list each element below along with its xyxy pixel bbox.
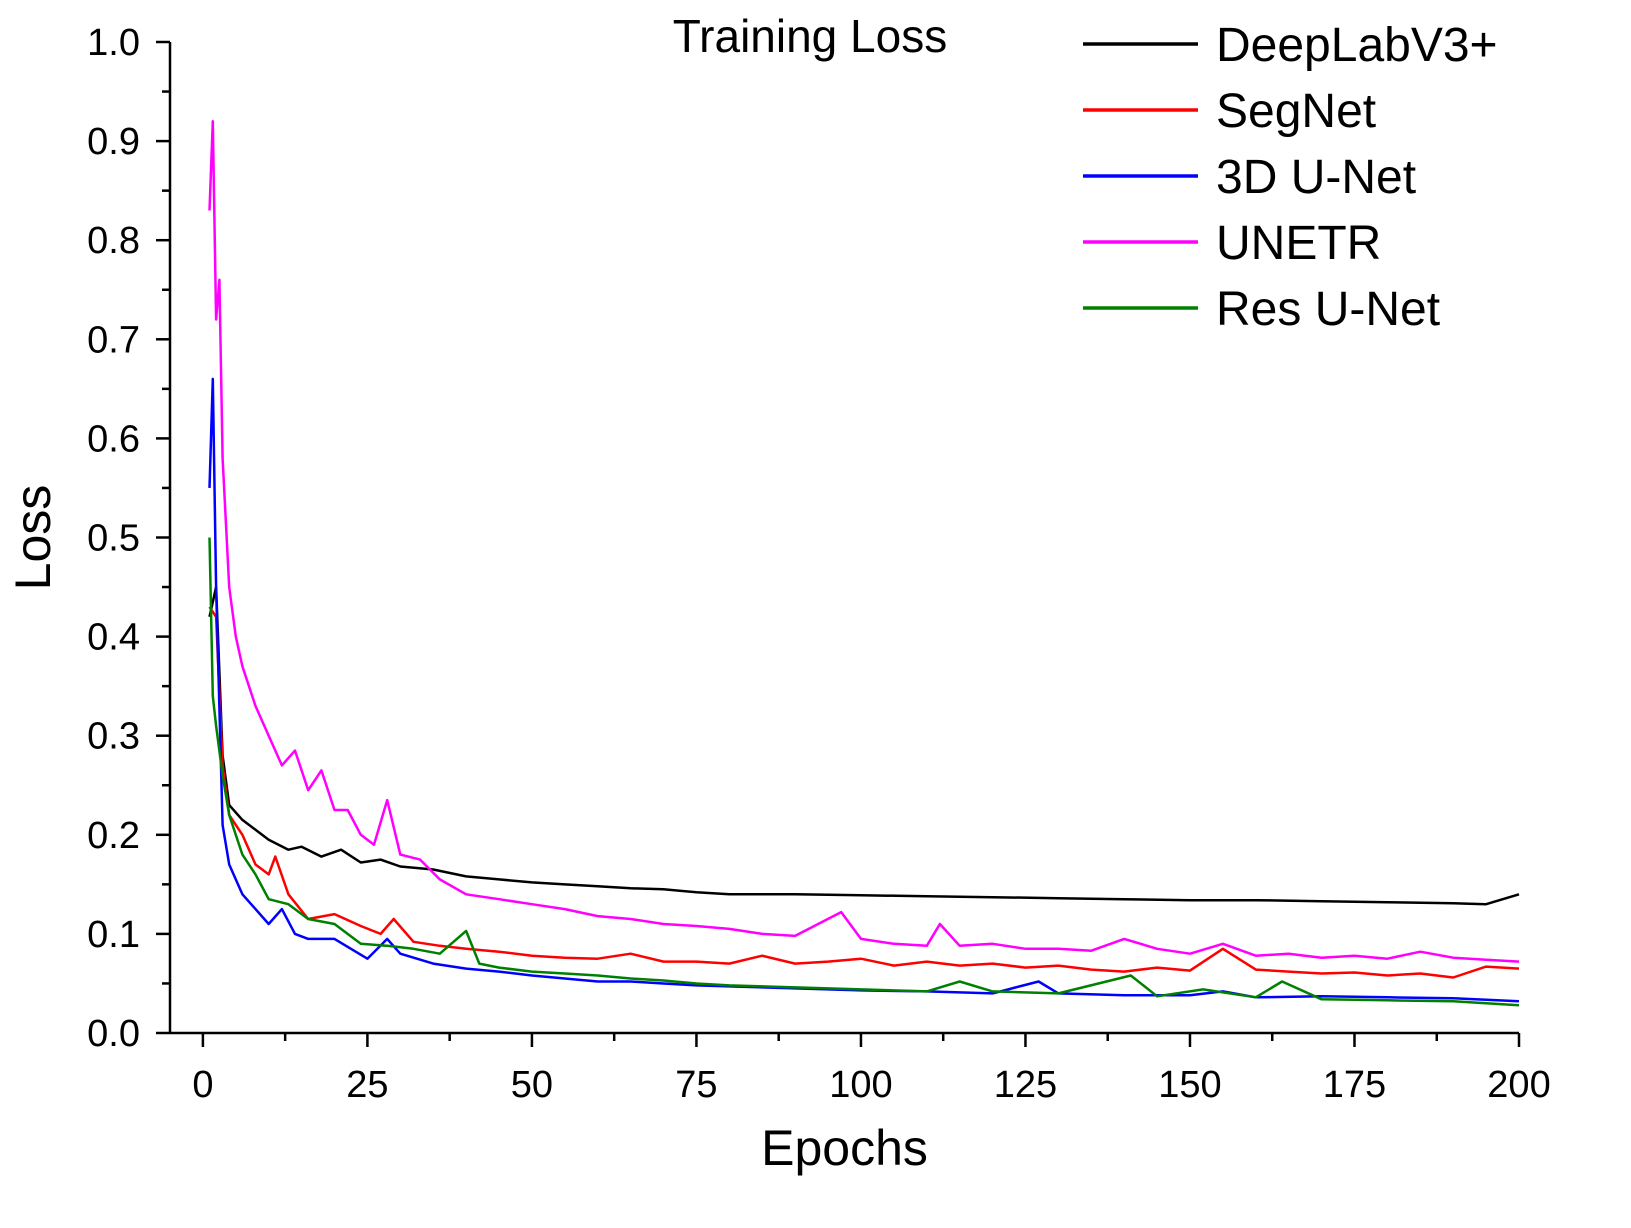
y-tick-label: 0.9 — [87, 121, 140, 163]
x-tick-label: 100 — [829, 1064, 892, 1106]
x-tick-label: 75 — [675, 1064, 717, 1106]
y-tick-label: 0.4 — [87, 617, 140, 659]
y-tick-label: 0.3 — [87, 716, 140, 758]
x-tick-label: 0 — [192, 1064, 213, 1106]
legend-label-3d-u-net: 3D U-Net — [1216, 151, 1416, 204]
series-line-segnet — [208, 606, 1520, 979]
legend: DeepLabV3+ SegNet 3D U-Net UNETR Res U-Net — [1083, 19, 1498, 336]
y-tick-label: 0.7 — [87, 319, 140, 361]
legend-label-segnet: SegNet — [1216, 85, 1376, 138]
y-tick-label: 0.2 — [87, 815, 140, 857]
x-tick-label: 175 — [1323, 1064, 1386, 1106]
y-tick-label: 0.5 — [87, 518, 140, 560]
x-tick-label: 150 — [1158, 1064, 1221, 1106]
y-axis-ticks: 0.0 0.1 0.2 0.3 0.4 0.5 0.6 0.7 0.8 0.9 1.0 — [87, 22, 170, 1055]
legend-label-unetr: UNETR — [1216, 217, 1381, 270]
x-tick-label: 125 — [994, 1064, 1057, 1106]
legend-label-deeplabv3: DeepLabV3+ — [1216, 19, 1498, 72]
y-tick-label: 0.1 — [87, 914, 140, 956]
y-axis-title: Loss — [5, 485, 61, 591]
legend-label-res-u-net: Res U-Net — [1216, 283, 1440, 336]
y-tick-label: 0.6 — [87, 418, 140, 460]
x-tick-label: 50 — [511, 1064, 553, 1106]
series-line-deeplabv3 — [208, 585, 1520, 906]
series-line-unetr — [208, 120, 1520, 963]
x-axis-ticks: 0 25 50 75 100 125 150 175 200 — [192, 1033, 1551, 1106]
x-tick-label: 25 — [346, 1064, 388, 1106]
y-tick-label: 0.8 — [87, 220, 140, 262]
series-lines — [208, 120, 1520, 1007]
chart-title: Training Loss — [673, 10, 947, 62]
x-axis-title: Epochs — [761, 1120, 928, 1176]
series-line-res-u-net — [208, 537, 1520, 1007]
y-tick-label: 1.0 — [87, 22, 140, 64]
y-tick-label: 0.0 — [87, 1013, 140, 1055]
x-tick-label: 200 — [1487, 1064, 1550, 1106]
